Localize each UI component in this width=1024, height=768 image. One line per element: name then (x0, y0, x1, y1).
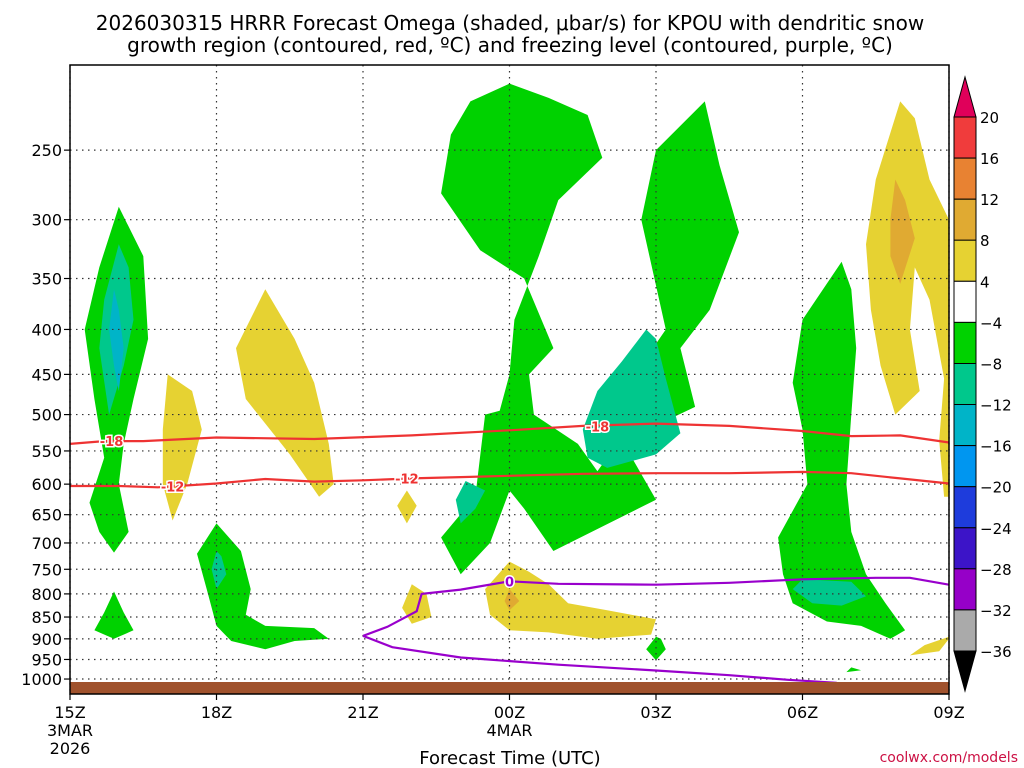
omega-region-5 (211, 551, 227, 590)
colorbar-swatch-8 (953, 404, 977, 447)
colorbar-label-8: −16 (980, 438, 1012, 456)
colorbar-label-11: −28 (980, 561, 1012, 579)
ground-surface (70, 682, 949, 694)
contour-line-2 (362, 576, 950, 637)
colorbar-label-9: −20 (980, 479, 1012, 497)
y-tick-label-400: 400 (31, 320, 62, 339)
contour-line-0 (69, 422, 950, 445)
colorbar-label-5: −4 (980, 314, 1002, 332)
colorbar-label-4: 4 (980, 273, 990, 291)
x-tick-label-15Z: 15Z (54, 703, 85, 722)
x-tick-sub1-15Z: 3MAR (47, 721, 93, 740)
contour-line-1 (70, 470, 950, 489)
y-axis-ticks: 250 300 350 400 450 500 550 600 650 700 750 800 850 9… (21, 141, 70, 689)
colorbar-swatch-3 (953, 198, 977, 241)
chart-title-line2: growth region (contoured, red, ºC) and f… (127, 33, 893, 57)
colorbar: 20 16 12 8 4 −4 −8 −12 −16 −20 −24 −28 −32 −36 (953, 75, 1012, 693)
colorbar-swatch-11 (953, 527, 977, 570)
x-tick-label-21Z: 21Z (347, 703, 378, 722)
colorbar-label-7: −12 (980, 397, 1012, 415)
y-tick-label-650: 650 (31, 506, 62, 525)
chart-title-line1: 2026030315 HRRR Forecast Omega (shaded, … (96, 11, 924, 35)
contour-label-0-1: -18 (586, 421, 610, 436)
x-tick-label-03Z: 03Z (640, 703, 671, 722)
omega-region-18 (866, 101, 949, 497)
colorbar-swatch-9 (953, 445, 977, 488)
colorbar-label-10: −24 (980, 520, 1012, 538)
x-tick-label-09Z: 09Z (933, 703, 964, 722)
colorbar-label-1: 16 (980, 150, 999, 168)
credit-text: coolwx.com/models (880, 750, 1018, 766)
contour-label-1-0: -12 (161, 481, 185, 496)
omega-region-9 (778, 261, 906, 639)
colorbar-label-0: 20 (980, 109, 999, 127)
colorbar-swatch-12 (953, 568, 977, 611)
omega-region-21 (846, 667, 862, 673)
x-tick-sub1-00Z: 4MAR (486, 721, 532, 740)
colorbar-swatch-10 (953, 486, 977, 529)
omega-region-13 (236, 289, 334, 497)
x-axis-label: Forecast Time (UTC) (419, 748, 600, 768)
colorbar-swatch-1 (953, 116, 977, 159)
colorbar-label-2: 12 (980, 191, 999, 209)
x-tick-label-00Z: 00Z (494, 703, 525, 722)
omega-region-12 (162, 374, 202, 521)
colorbar-swatch-7 (953, 363, 977, 406)
y-tick-label-900: 900 (31, 630, 62, 649)
y-tick-label-1000: 1000 (21, 670, 62, 689)
omega-region-10 (792, 579, 866, 606)
contour-label-2-0: 0 (505, 575, 514, 590)
x-tick-label-18Z: 18Z (201, 703, 232, 722)
y-tick-label-600: 600 (31, 475, 62, 494)
colorbar-label-6: −8 (980, 356, 1002, 374)
grid-lines (69, 65, 950, 694)
omega-region-3 (94, 591, 134, 639)
colorbar-label-13: −36 (980, 643, 1012, 661)
omega-shading (84, 83, 949, 673)
contour-label-1-1: -12 (395, 472, 419, 487)
colorbar-bottom-arrow (953, 650, 977, 693)
y-tick-label-700: 700 (31, 534, 62, 553)
omega-region-2 (109, 289, 124, 391)
y-tick-label-850: 850 (31, 608, 62, 627)
omega-region-20 (909, 636, 949, 656)
y-tick-label-500: 500 (31, 406, 62, 425)
colorbar-swatch-4 (953, 239, 977, 282)
colorbar-swatch-2 (953, 157, 977, 200)
omega-region-7 (582, 329, 681, 468)
omega-region-16 (485, 561, 656, 639)
y-tick-label-550: 550 (31, 442, 62, 461)
y-tick-label-800: 800 (31, 585, 62, 604)
colorbar-label-3: 8 (980, 232, 990, 250)
colorbar-swatch-5 (953, 280, 977, 323)
colorbar-swatch-6 (953, 321, 977, 364)
colorbar-label-12: −32 (980, 602, 1012, 620)
x-tick-label-06Z: 06Z (787, 703, 818, 722)
omega-region-8 (455, 481, 486, 524)
y-tick-label-950: 950 (31, 650, 62, 669)
contour-label-0-0: -18 (100, 435, 124, 450)
x-tick-sub2-15Z: 2026 (50, 739, 91, 758)
contour-line-3 (362, 634, 837, 684)
y-tick-label-350: 350 (31, 270, 62, 289)
omega-region-4 (197, 523, 329, 650)
y-tick-label-450: 450 (31, 365, 62, 384)
omega-region-14 (397, 490, 417, 524)
y-tick-label-300: 300 (31, 211, 62, 230)
temperature-contours: -18 -18 -12 -12 0 (69, 419, 950, 684)
colorbar-swatch-13 (953, 609, 977, 652)
y-tick-label-250: 250 (31, 141, 62, 160)
colorbar-top-arrow (953, 75, 977, 118)
y-tick-label-750: 750 (31, 560, 62, 579)
omega-region-6 (441, 83, 739, 575)
omega-region-19 (890, 179, 915, 284)
